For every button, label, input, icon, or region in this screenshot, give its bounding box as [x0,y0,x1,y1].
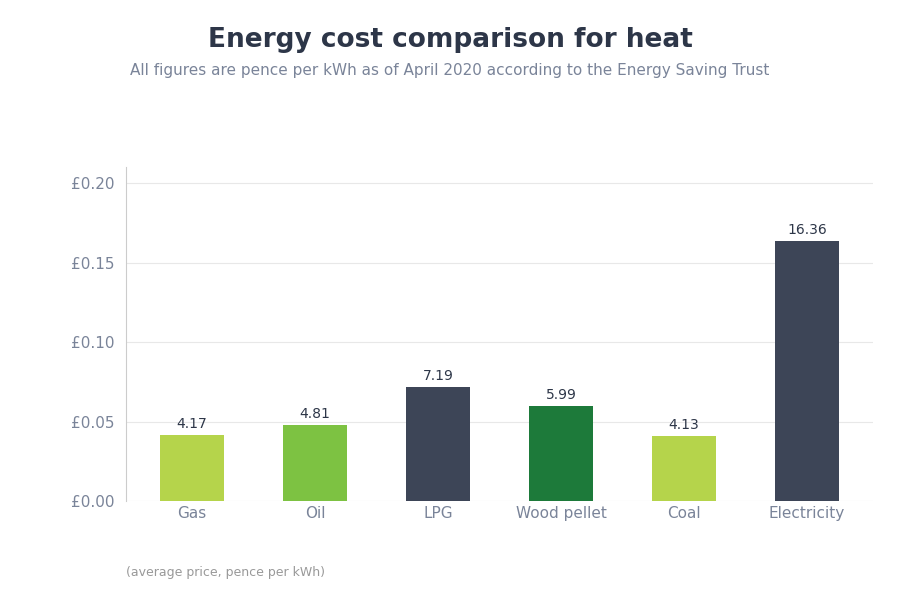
Bar [283,425,347,501]
Text: All figures are pence per kWh as of April 2020 according to the Energy Saving Tr: All figures are pence per kWh as of Apri… [130,63,770,78]
Bar [652,436,716,501]
Bar [775,241,839,501]
Bar [529,406,593,501]
Text: 7.19: 7.19 [423,369,454,383]
Text: (average price, pence per kWh): (average price, pence per kWh) [126,566,325,579]
Text: 4.17: 4.17 [176,417,207,431]
Text: 4.81: 4.81 [300,407,330,421]
Text: 4.13: 4.13 [669,418,699,432]
Text: 16.36: 16.36 [788,223,827,237]
Text: 5.99: 5.99 [545,388,576,402]
Bar [406,387,470,501]
Bar [160,435,224,501]
Text: Energy cost comparison for heat: Energy cost comparison for heat [208,27,692,53]
